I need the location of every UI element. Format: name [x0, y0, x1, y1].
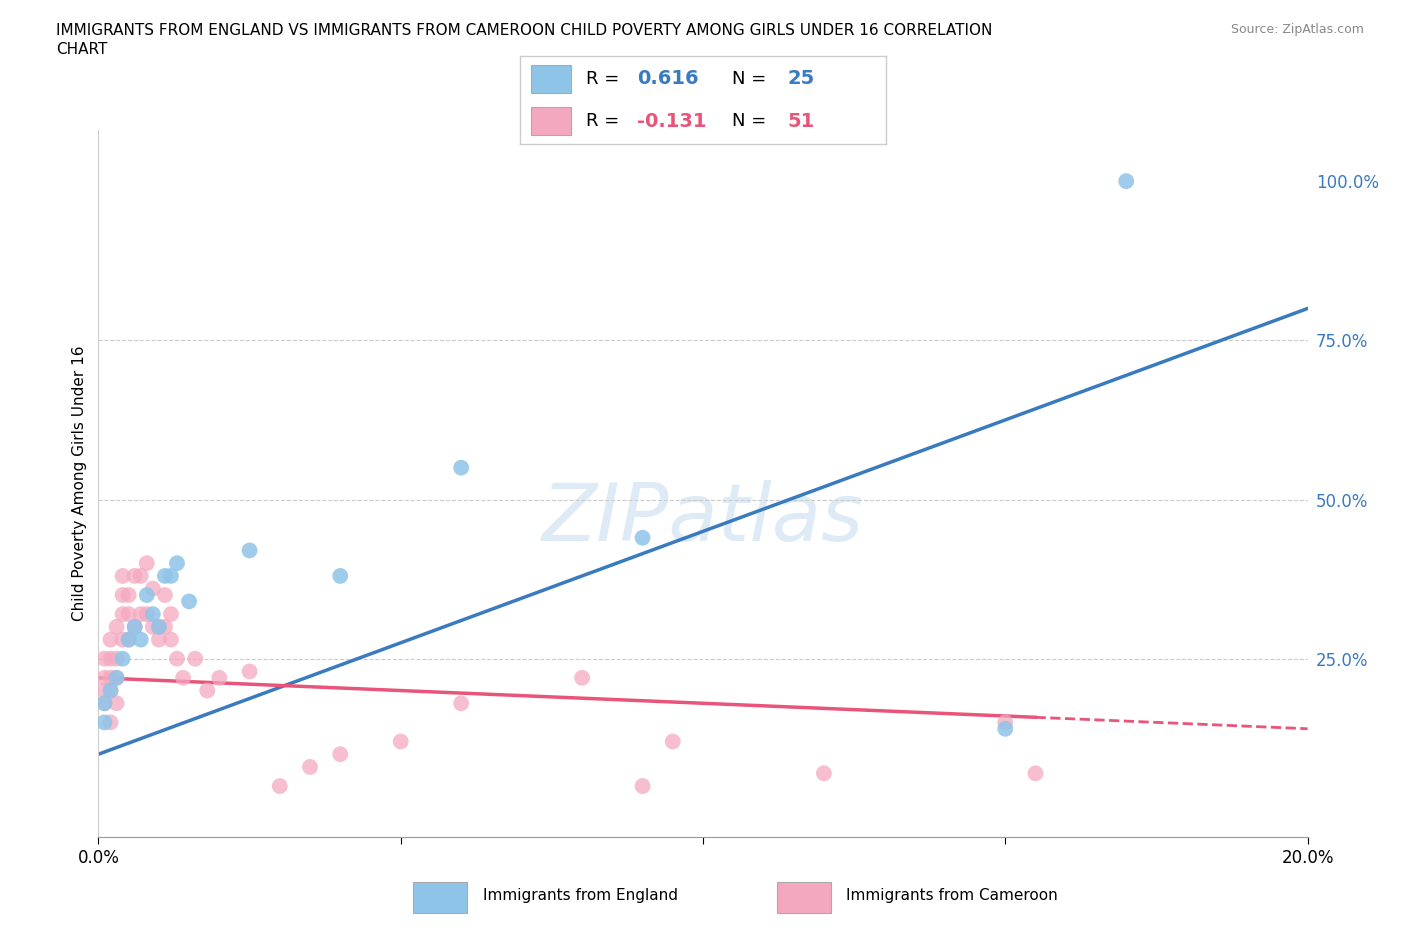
Point	[1115, 174, 1137, 189]
Point	[329, 568, 352, 583]
Text: Immigrants from England: Immigrants from England	[484, 887, 678, 903]
Point	[269, 778, 291, 793]
Text: 0.616: 0.616	[637, 69, 699, 88]
Point	[105, 696, 128, 711]
Point	[153, 588, 176, 603]
Text: CHART: CHART	[56, 42, 108, 57]
Point	[195, 684, 218, 698]
Point	[172, 671, 194, 685]
Point	[100, 684, 122, 698]
Point	[93, 715, 115, 730]
Point	[662, 734, 685, 749]
Point	[124, 619, 146, 634]
Point	[1024, 766, 1046, 781]
Point	[994, 715, 1017, 730]
Point	[129, 606, 152, 621]
Point	[571, 671, 593, 685]
Point	[239, 543, 262, 558]
Point	[153, 568, 176, 583]
Point	[329, 747, 352, 762]
Text: R =: R =	[586, 113, 626, 130]
Text: N =: N =	[733, 113, 772, 130]
Point	[299, 760, 322, 775]
Text: 25: 25	[787, 69, 814, 88]
Point	[100, 651, 122, 666]
Point	[135, 606, 157, 621]
Point	[124, 568, 146, 583]
Point	[450, 460, 472, 475]
Point	[813, 766, 835, 781]
Point	[93, 696, 115, 711]
Point	[118, 632, 141, 647]
Point	[148, 619, 170, 634]
FancyBboxPatch shape	[531, 107, 571, 136]
Point	[118, 606, 141, 621]
Point	[111, 651, 134, 666]
Point	[148, 632, 170, 647]
Point	[105, 671, 128, 685]
Text: R =: R =	[586, 70, 626, 87]
Point	[124, 619, 146, 634]
Point	[111, 568, 134, 583]
FancyBboxPatch shape	[413, 883, 467, 913]
Point	[160, 568, 183, 583]
Point	[184, 651, 207, 666]
Point	[148, 619, 170, 634]
Point	[142, 619, 165, 634]
Point	[118, 588, 141, 603]
Point	[100, 684, 122, 698]
Point	[160, 632, 183, 647]
FancyBboxPatch shape	[778, 883, 831, 913]
Point	[135, 588, 157, 603]
Point	[166, 651, 188, 666]
Point	[135, 556, 157, 571]
Point	[994, 722, 1017, 737]
Point	[111, 632, 134, 647]
Text: Immigrants from Cameroon: Immigrants from Cameroon	[846, 887, 1059, 903]
Point	[631, 778, 654, 793]
Point	[166, 556, 188, 571]
Point	[93, 671, 115, 685]
Point	[100, 671, 122, 685]
Point	[142, 606, 165, 621]
Point	[450, 696, 472, 711]
Point	[208, 671, 231, 685]
Point	[93, 684, 115, 698]
Point	[153, 619, 176, 634]
Y-axis label: Child Poverty Among Girls Under 16: Child Poverty Among Girls Under 16	[72, 346, 87, 621]
Point	[111, 606, 134, 621]
Point	[389, 734, 412, 749]
Point	[100, 715, 122, 730]
Text: 51: 51	[787, 112, 814, 131]
Point	[160, 606, 183, 621]
Point	[105, 619, 128, 634]
Point	[105, 651, 128, 666]
Point	[100, 632, 122, 647]
Point	[93, 651, 115, 666]
Text: ZIPatlas: ZIPatlas	[541, 480, 865, 558]
Point	[129, 568, 152, 583]
Point	[142, 581, 165, 596]
Point	[129, 632, 152, 647]
Point	[179, 594, 201, 609]
Point	[111, 588, 134, 603]
Point	[631, 530, 654, 545]
FancyBboxPatch shape	[531, 65, 571, 93]
Point	[118, 632, 141, 647]
Point	[93, 696, 115, 711]
Point	[239, 664, 262, 679]
Text: N =: N =	[733, 70, 772, 87]
Text: IMMIGRANTS FROM ENGLAND VS IMMIGRANTS FROM CAMEROON CHILD POVERTY AMONG GIRLS UN: IMMIGRANTS FROM ENGLAND VS IMMIGRANTS FR…	[56, 23, 993, 38]
Text: -0.131: -0.131	[637, 112, 707, 131]
Point	[105, 671, 128, 685]
Text: Source: ZipAtlas.com: Source: ZipAtlas.com	[1230, 23, 1364, 36]
